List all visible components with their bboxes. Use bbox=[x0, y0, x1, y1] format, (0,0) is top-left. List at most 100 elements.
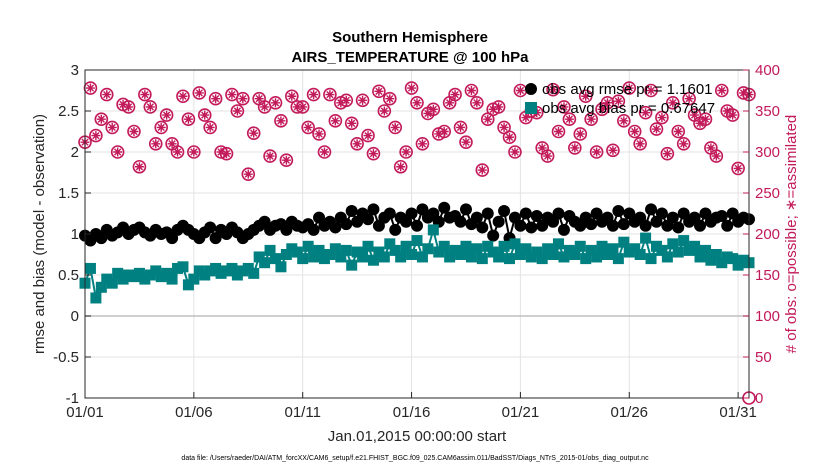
obs-assimilated-marker bbox=[254, 94, 264, 104]
obs-count-point-80 bbox=[513, 83, 528, 98]
obs-count-point-2 bbox=[89, 128, 103, 143]
rmse-point-88 bbox=[557, 223, 570, 236]
obs-assimilated-marker bbox=[211, 94, 221, 104]
obs-count-point-55 bbox=[377, 104, 392, 118]
obs-possible-marker bbox=[187, 145, 201, 159]
rmse-point-99 bbox=[617, 218, 630, 231]
right-axis-ticks: 0 50 100 150 200 250 300 350 400 bbox=[743, 62, 780, 407]
obs-possible-marker bbox=[404, 81, 419, 95]
bias-point-116 bbox=[710, 249, 722, 260]
obs-assimilated-marker bbox=[200, 110, 210, 120]
bias-point-99 bbox=[618, 236, 630, 248]
rmse-point-52 bbox=[362, 213, 375, 226]
obs-assimilated-marker bbox=[330, 116, 340, 126]
obs-count-point-116 bbox=[709, 149, 724, 163]
obs-assimilated-marker bbox=[407, 83, 417, 93]
obs-count-point-114 bbox=[698, 112, 713, 126]
obs-possible-marker bbox=[105, 120, 120, 135]
obs-possible-marker bbox=[99, 87, 114, 102]
bias-point-59 bbox=[400, 240, 412, 252]
x-tick-label-1: 01/06 bbox=[175, 404, 213, 421]
bias-point-67 bbox=[444, 251, 456, 263]
x-tick-label-2: 01/11 bbox=[284, 404, 320, 421]
obs-count-point-23 bbox=[203, 120, 217, 135]
obs-count-point-28 bbox=[230, 104, 245, 118]
obs-possible-marker bbox=[148, 137, 163, 151]
obs-possible-marker bbox=[725, 108, 740, 122]
obs-possible-marker bbox=[285, 89, 299, 104]
y-axis-label-left: rmse and bias (model - observation) bbox=[31, 114, 48, 354]
bias-point-98 bbox=[612, 253, 624, 265]
obs-possible-marker bbox=[644, 83, 658, 98]
bias-point-83 bbox=[531, 246, 543, 258]
right-tick-label-8: 400 bbox=[755, 62, 780, 79]
obs-count-point-11 bbox=[138, 87, 152, 102]
obs-assimilated-marker bbox=[249, 128, 259, 138]
bias-point-56 bbox=[384, 238, 396, 250]
obs-assimilated-marker bbox=[673, 127, 683, 136]
obs-count-point-8 bbox=[121, 100, 136, 114]
obs-count-point-68 bbox=[448, 87, 462, 102]
obs-count-point-109 bbox=[671, 124, 686, 139]
rmse-point-60 bbox=[405, 207, 418, 220]
bias-point-85 bbox=[542, 243, 554, 255]
obs-count-point-71 bbox=[464, 83, 479, 98]
obs-possible-marker bbox=[366, 146, 381, 161]
obs-assimilated-marker bbox=[358, 95, 368, 105]
obs-assimilated-marker bbox=[613, 96, 623, 106]
obs-count-point-5 bbox=[105, 120, 120, 135]
obs-count-point-45 bbox=[323, 87, 337, 102]
obs-assimilated-marker bbox=[717, 86, 727, 95]
bias-point-93 bbox=[585, 244, 597, 256]
obs-possible-marker bbox=[127, 124, 141, 139]
obs-possible-marker bbox=[627, 124, 642, 139]
obs-count-point-64 bbox=[426, 102, 441, 117]
obs-count-point-120 bbox=[731, 161, 745, 176]
obs-assimilated-marker bbox=[319, 147, 329, 157]
obs-assimilated-marker bbox=[341, 95, 351, 105]
obs-count-point-60 bbox=[404, 81, 419, 95]
obs-possible-marker bbox=[301, 120, 315, 135]
obs-count-point-108 bbox=[666, 96, 680, 110]
obs-possible-marker bbox=[426, 102, 441, 117]
obs-assimilated-marker bbox=[483, 114, 493, 124]
bias-point-74 bbox=[482, 240, 494, 252]
obs-count-point-100 bbox=[622, 81, 637, 95]
obs-count-point-17 bbox=[170, 145, 185, 159]
obs-count-point-119 bbox=[725, 108, 740, 122]
obs-assimilated-marker bbox=[537, 143, 547, 153]
obs-assimilated-marker bbox=[374, 86, 384, 96]
data-file-footnote: data file: /Users/raeder/DAI/ATM_forcXX/… bbox=[181, 455, 649, 462]
obs-assimilated-marker bbox=[173, 147, 183, 157]
obs-count-point-20 bbox=[187, 145, 201, 159]
obs-assimilated-marker bbox=[592, 147, 602, 157]
left-tick-label-7: 2.5 bbox=[58, 103, 79, 120]
bias-point-95 bbox=[596, 240, 608, 252]
x-axis-ticks: 01/01 01/06 01/11 01/16 01/21 01/26 01/31 bbox=[66, 392, 757, 421]
obs-count-point-88 bbox=[557, 100, 571, 114]
obs-assimilated-marker bbox=[303, 122, 313, 132]
obs-count-point-31 bbox=[246, 126, 261, 140]
bias-point-78 bbox=[504, 253, 516, 265]
obs-count-point-92 bbox=[578, 89, 593, 104]
bias-point-88 bbox=[558, 251, 570, 263]
obs-count-point-21 bbox=[192, 86, 207, 100]
left-axis-ticks: -1 -0.5 0 0.5 1 1.5 2 2.5 3 bbox=[53, 62, 91, 407]
bias-point-79 bbox=[509, 238, 521, 250]
obs-assimilated-marker bbox=[722, 106, 732, 116]
bias-point-76 bbox=[493, 251, 505, 263]
bias-point-117 bbox=[716, 257, 728, 269]
obs-assimilated-marker bbox=[662, 149, 672, 159]
bias-point-103 bbox=[640, 232, 652, 244]
obs-count-point-48 bbox=[339, 93, 354, 108]
obs-possible-marker bbox=[94, 112, 109, 126]
obs-possible-marker bbox=[464, 83, 479, 98]
obs-possible-marker bbox=[491, 100, 506, 114]
bias-point-86 bbox=[547, 249, 559, 260]
bias-point-13 bbox=[150, 265, 162, 277]
right-tick-label-7: 350 bbox=[755, 103, 780, 120]
obs-count-point-36 bbox=[274, 114, 288, 128]
obs-assimilated-marker bbox=[189, 147, 199, 157]
obs-possible-marker bbox=[666, 96, 680, 110]
bias-point-34 bbox=[264, 244, 276, 256]
